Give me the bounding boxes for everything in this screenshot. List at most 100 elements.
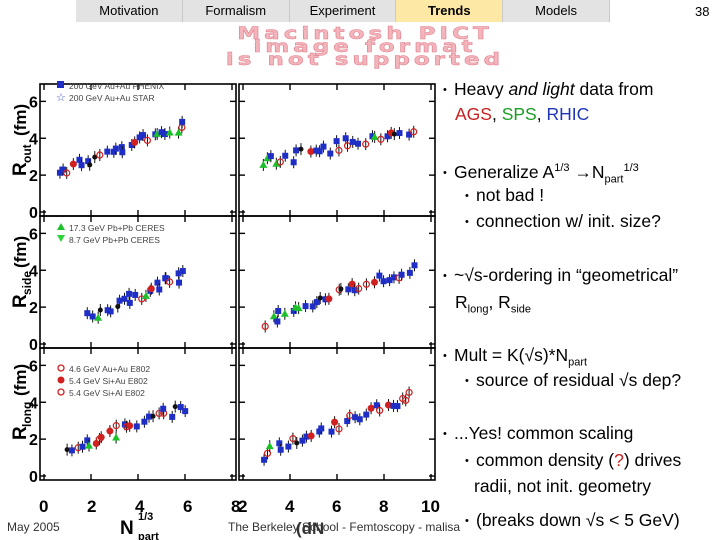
data-point-e802 bbox=[307, 148, 315, 156]
data-point-phenix bbox=[154, 279, 161, 286]
data-point-ceres bbox=[294, 304, 303, 312]
data-point-phenix bbox=[406, 269, 413, 276]
data-point-e802 bbox=[131, 138, 139, 146]
bullet-breaks-down: • (breaks down √s < 5 GeV) bbox=[465, 510, 680, 530]
data-point-e802 bbox=[367, 404, 375, 412]
tab-experiment[interactable]: Experiment bbox=[289, 0, 397, 22]
data-point-phenix bbox=[89, 313, 96, 320]
bullet-common-scaling: • ...Yes! common scaling bbox=[443, 423, 634, 443]
data-point-phenix bbox=[384, 133, 391, 140]
data-point-phenix bbox=[179, 268, 186, 275]
data-point-other bbox=[298, 146, 304, 152]
data-point-phenix bbox=[390, 402, 397, 409]
bullet-dot: • bbox=[443, 350, 447, 362]
y-axis-r: R bbox=[10, 294, 31, 308]
data-point-phenix bbox=[356, 416, 363, 423]
data-point-e802 bbox=[307, 432, 315, 440]
data-point-e802 bbox=[405, 388, 413, 397]
bullet-data-sources: • Heavy and light data from bbox=[443, 79, 654, 99]
x-tick-label: 8 bbox=[231, 497, 240, 516]
y-tick-label: 2 bbox=[29, 432, 38, 449]
x-tick-label: 2 bbox=[87, 497, 96, 516]
data-point-e802 bbox=[106, 427, 114, 435]
data-point-phenix bbox=[320, 143, 327, 150]
data-point-phenix bbox=[322, 296, 329, 303]
data-point-phenix bbox=[119, 149, 126, 156]
footer-credit: The Berkeley School - Femtoscopy - malis… bbox=[228, 520, 461, 534]
legend-marker bbox=[57, 388, 65, 396]
data-point-e802 bbox=[97, 433, 105, 441]
bullet-connection: • connection w/ init. size? bbox=[465, 211, 661, 231]
data-point-phenix bbox=[386, 277, 393, 284]
legend-label: 200 GeV Au+Au STAR bbox=[69, 93, 155, 103]
data-point-e802 bbox=[384, 401, 392, 409]
y-tick-label: 0 bbox=[29, 469, 38, 486]
y-tick-label: 0 bbox=[29, 205, 38, 222]
y-axis-unit: (fm) bbox=[11, 364, 30, 396]
data-point-phenix bbox=[158, 129, 165, 136]
data-point-phenix bbox=[352, 414, 359, 421]
legend-label: 5.4 GeV Si+Al E802 bbox=[69, 388, 145, 398]
y-axis-sub: side bbox=[20, 271, 34, 295]
data-point-phenix bbox=[276, 440, 283, 447]
data-point-phenix bbox=[133, 423, 140, 430]
bullet-dot: • bbox=[465, 190, 469, 202]
data-point-ceres bbox=[165, 128, 174, 136]
x-axis-label-sub: part bbox=[138, 531, 159, 540]
data-point-phenix bbox=[161, 131, 168, 138]
data-point-e802 bbox=[362, 140, 370, 148]
data-point-ceres bbox=[263, 154, 272, 162]
y-tick-label: 6 bbox=[29, 94, 38, 111]
data-point-e802 bbox=[96, 151, 104, 159]
tab-formalism[interactable]: Formalism bbox=[182, 0, 290, 22]
data-point-other bbox=[391, 131, 397, 137]
legend-label: 17.3 GeV Pb+Pb CERES bbox=[69, 223, 165, 233]
data-point-phenix bbox=[76, 156, 83, 163]
y-axis-unit: (fm) bbox=[11, 104, 30, 136]
data-point-phenix bbox=[156, 286, 163, 293]
data-point-phenix bbox=[104, 148, 111, 155]
x-axis-label-right: (dN bbox=[296, 519, 324, 538]
y-tick-label: 6 bbox=[29, 358, 38, 375]
data-point-phenix bbox=[132, 291, 139, 298]
y-axis-r: R bbox=[10, 162, 31, 176]
data-point-e802 bbox=[92, 440, 100, 448]
y-tick-label: 6 bbox=[29, 226, 38, 243]
tab-motivation[interactable]: Motivation bbox=[76, 0, 183, 22]
data-point-other bbox=[115, 304, 121, 310]
data-point-phenix bbox=[363, 411, 370, 418]
y-tick-label: 2 bbox=[29, 300, 38, 317]
data-point-ceres bbox=[141, 291, 150, 299]
data-point-ceres bbox=[94, 313, 103, 321]
data-point-e802 bbox=[331, 418, 339, 426]
data-point-e802 bbox=[126, 422, 134, 430]
data-point-phenix bbox=[394, 403, 401, 410]
data-point-e802 bbox=[143, 136, 152, 144]
panel-frame bbox=[238, 83, 436, 217]
data-point-phenix bbox=[128, 141, 135, 148]
data-point-e802 bbox=[348, 280, 356, 288]
data-point-phenix bbox=[345, 286, 352, 293]
data-point-phenix bbox=[84, 437, 91, 444]
data-point-phenix bbox=[316, 148, 323, 155]
legend-marker bbox=[57, 376, 65, 384]
tab-trends[interactable]: Trends bbox=[396, 0, 504, 22]
tab-models[interactable]: Models bbox=[503, 0, 610, 22]
data-point-phenix bbox=[282, 152, 289, 159]
data-point-e802 bbox=[335, 425, 343, 433]
data-point-phenix bbox=[369, 133, 376, 140]
data-point-phenix bbox=[349, 138, 356, 145]
accelerator-list: AGS, SPS, RHIC bbox=[455, 104, 590, 124]
bullet-dot: • bbox=[443, 428, 447, 440]
radii-names: Rlong, Rside bbox=[455, 292, 531, 316]
data-point-phenix bbox=[316, 428, 323, 435]
data-point-phenix bbox=[274, 318, 281, 325]
data-point-phenix bbox=[176, 279, 183, 286]
data-point-phenix bbox=[145, 413, 152, 420]
data-point-phenix bbox=[309, 303, 316, 310]
data-point-phenix bbox=[318, 425, 325, 432]
data-point-phenix bbox=[126, 290, 133, 297]
data-point-other bbox=[172, 404, 178, 410]
data-point-phenix bbox=[396, 130, 403, 137]
data-point-phenix bbox=[277, 446, 284, 453]
